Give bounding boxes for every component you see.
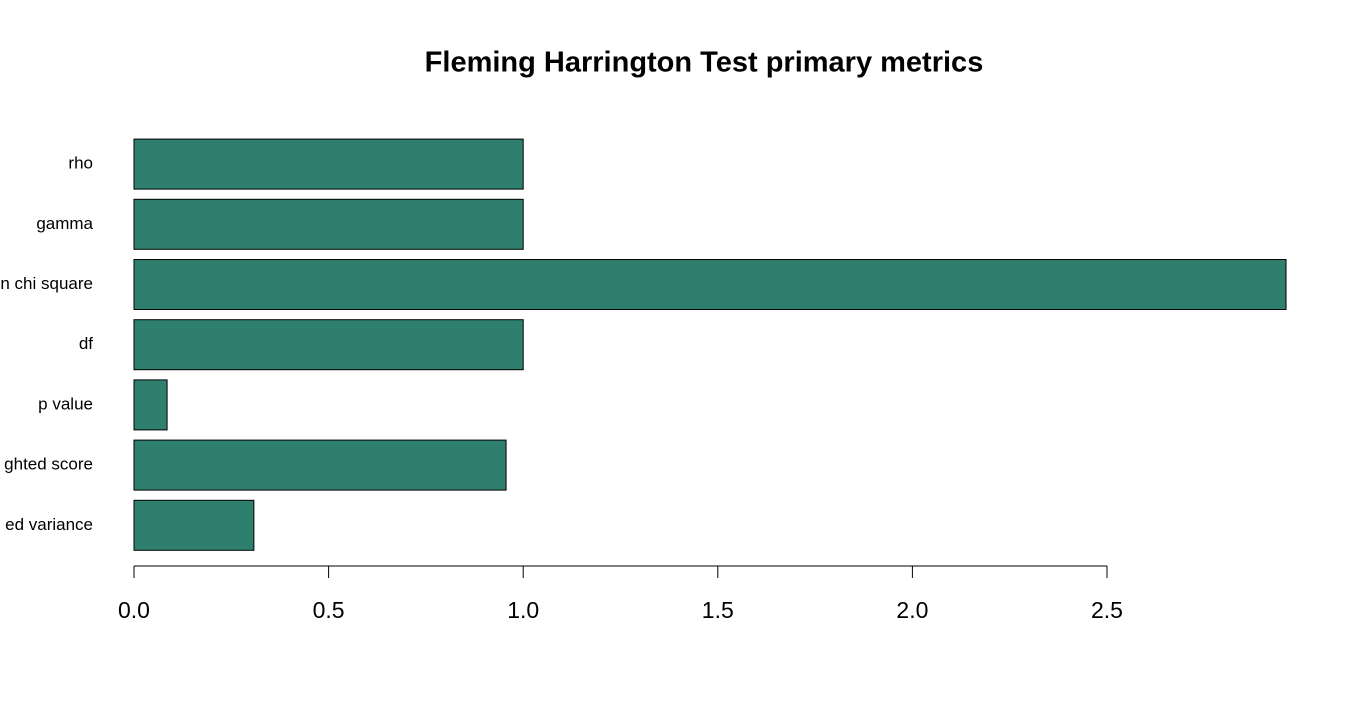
y-tick-label: df	[79, 334, 93, 353]
y-tick-label: ed variance	[5, 515, 93, 534]
bar	[133, 439, 507, 491]
y-tick-label: rho	[68, 154, 93, 173]
chart-title: Fleming Harrington Test primary metrics	[425, 47, 984, 79]
y-tick-label: gamma	[36, 214, 93, 233]
bar	[133, 138, 524, 190]
x-tick-label: 1.0	[507, 597, 539, 623]
y-tick-label: n chi square	[0, 274, 93, 293]
bar	[133, 319, 524, 371]
x-tick-label: 1.5	[702, 597, 734, 623]
x-tick-label: 0.5	[313, 597, 345, 623]
x-tick-label: 2.5	[1091, 597, 1123, 623]
x-tick-label: 0.0	[118, 597, 150, 623]
x-tick-label: 2.0	[896, 597, 928, 623]
bar	[133, 198, 524, 250]
y-tick-label: ghted score	[4, 455, 93, 474]
bar	[133, 259, 1287, 310]
bar	[133, 379, 168, 431]
y-tick-label: p value	[38, 394, 93, 413]
bar	[133, 499, 255, 551]
